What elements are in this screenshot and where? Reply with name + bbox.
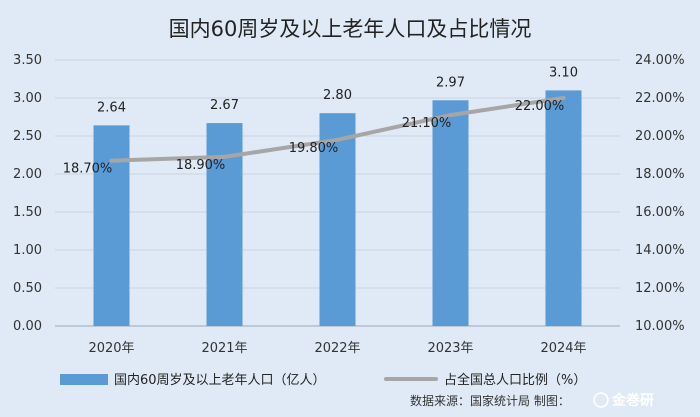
line-data-label: 21.10% bbox=[402, 116, 452, 131]
y-left-tick-label: 0.00 bbox=[13, 319, 42, 334]
line-series bbox=[109, 96, 566, 163]
line-point bbox=[109, 158, 114, 163]
y-left-tick-label: 3.50 bbox=[13, 53, 42, 68]
line-data-label: 19.80% bbox=[289, 141, 339, 156]
legend-label-line: 占全国总人口比例（%） bbox=[444, 372, 586, 388]
y-right-tick-label: 24.00% bbox=[635, 53, 685, 68]
y-left-tick-label: 1.00 bbox=[13, 243, 42, 258]
y-left-tick-label: 1.50 bbox=[13, 205, 42, 220]
watermark: 金巻研 bbox=[593, 392, 654, 409]
line-point bbox=[448, 113, 453, 118]
bar bbox=[432, 100, 469, 326]
line-point bbox=[335, 137, 340, 142]
source-note: 数据来源：国家统计局 制图： bbox=[410, 393, 570, 408]
bar bbox=[93, 125, 130, 326]
bar-series bbox=[93, 90, 582, 327]
bar-data-label: 2.67 bbox=[210, 98, 239, 113]
x-tick-label: 2024年 bbox=[540, 341, 586, 356]
bar-data-label: 2.80 bbox=[323, 88, 352, 103]
legend: 国内60周岁及以上老年人口（亿人） 占全国总人口比例（%） bbox=[60, 372, 586, 388]
x-tick-label: 2022年 bbox=[314, 341, 360, 356]
legend-swatch-bar bbox=[60, 374, 108, 385]
bar-data-label: 3.10 bbox=[549, 65, 578, 80]
axes: 0.00 0.50 1.00 1.50 2.00 2.50 3.00 3.50 10.00% 12… bbox=[13, 53, 685, 356]
watermark-logo-icon bbox=[593, 392, 609, 408]
y-right-tick-label: 22.00% bbox=[635, 91, 685, 106]
bar-data-label: 2.64 bbox=[97, 100, 126, 115]
x-tick-label: 2021年 bbox=[201, 341, 247, 356]
y-right-tick-label: 14.00% bbox=[635, 243, 685, 258]
bar bbox=[319, 113, 356, 326]
x-tick-label: 2023年 bbox=[427, 341, 473, 356]
bar-data-label: 2.97 bbox=[436, 75, 465, 90]
y-left-tick-label: 2.00 bbox=[13, 167, 42, 182]
watermark-text: 金巻研 bbox=[611, 392, 654, 409]
legend-label-bar: 国内60周岁及以上老年人口（亿人） bbox=[114, 372, 326, 388]
y-left-tick-label: 2.50 bbox=[13, 129, 42, 144]
line-point bbox=[561, 96, 566, 100]
y-left-tick-label: 0.50 bbox=[13, 281, 42, 296]
bar bbox=[545, 90, 582, 327]
line-data-label: 18.90% bbox=[176, 158, 226, 173]
y-right-tick-label: 16.00% bbox=[635, 205, 685, 220]
line-data-label: 18.70% bbox=[63, 162, 113, 177]
y-right-tick-label: 20.00% bbox=[635, 129, 685, 144]
y-left-tick-label: 3.00 bbox=[13, 91, 42, 106]
y-right-tick-label: 18.00% bbox=[635, 167, 685, 182]
chart-title: 国内60周岁及以上老年人口及占比情况 bbox=[169, 17, 532, 41]
line-data-label: 22.00% bbox=[515, 99, 565, 114]
x-tick-label: 2020年 bbox=[88, 341, 134, 356]
y-right-tick-label: 10.00% bbox=[635, 319, 685, 334]
line-point bbox=[222, 154, 227, 159]
y-right-tick-label: 12.00% bbox=[635, 281, 685, 296]
data-labels: 2.64 2.67 2.80 2.97 3.10 18.70% 18.90% 19.80% 21… bbox=[63, 65, 578, 176]
